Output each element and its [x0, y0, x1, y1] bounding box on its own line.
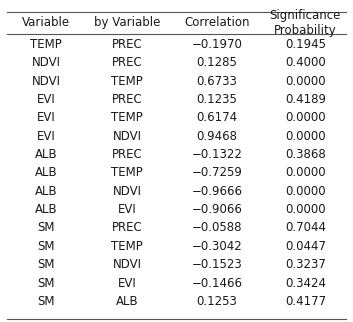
Text: 0.0000: 0.0000 — [285, 130, 326, 143]
Text: 0.0000: 0.0000 — [285, 111, 326, 124]
Text: 0.0447: 0.0447 — [285, 240, 326, 253]
Text: PREC: PREC — [112, 56, 143, 69]
Text: −0.1466: −0.1466 — [192, 277, 243, 289]
Text: 0.9468: 0.9468 — [197, 130, 238, 143]
Text: TEMP: TEMP — [111, 166, 143, 179]
Text: TEMP: TEMP — [30, 38, 62, 51]
Text: 0.0000: 0.0000 — [285, 185, 326, 198]
Text: −0.9666: −0.9666 — [192, 185, 243, 198]
Text: 0.4189: 0.4189 — [285, 93, 326, 106]
Text: −0.0588: −0.0588 — [192, 222, 243, 234]
Text: −0.1970: −0.1970 — [192, 38, 243, 51]
Text: SM: SM — [37, 222, 55, 234]
Text: NDVI: NDVI — [113, 130, 142, 143]
Text: NDVI: NDVI — [113, 185, 142, 198]
Text: NDVI: NDVI — [31, 75, 60, 88]
Text: 0.4177: 0.4177 — [285, 295, 326, 308]
Text: 0.4000: 0.4000 — [285, 56, 326, 69]
Text: NDVI: NDVI — [31, 56, 60, 69]
Text: TEMP: TEMP — [111, 75, 143, 88]
Text: 0.6174: 0.6174 — [197, 111, 238, 124]
Text: by Variable: by Variable — [94, 16, 160, 29]
Text: 0.3868: 0.3868 — [285, 148, 326, 161]
Text: 0.6733: 0.6733 — [197, 75, 238, 88]
Text: SM: SM — [37, 240, 55, 253]
Text: 0.0000: 0.0000 — [285, 203, 326, 216]
Text: −0.1523: −0.1523 — [192, 258, 243, 271]
Text: EVI: EVI — [118, 203, 137, 216]
Text: −0.7259: −0.7259 — [192, 166, 243, 179]
Text: 0.1945: 0.1945 — [285, 38, 326, 51]
Text: PREC: PREC — [112, 38, 143, 51]
Text: TEMP: TEMP — [111, 240, 143, 253]
Text: ALB: ALB — [35, 203, 57, 216]
Text: 0.1253: 0.1253 — [197, 295, 238, 308]
Text: SM: SM — [37, 277, 55, 289]
Text: 0.3424: 0.3424 — [285, 277, 326, 289]
Text: ALB: ALB — [35, 148, 57, 161]
Text: −0.1322: −0.1322 — [192, 148, 243, 161]
Text: PREC: PREC — [112, 93, 143, 106]
Text: PREC: PREC — [112, 222, 143, 234]
Text: TEMP: TEMP — [111, 111, 143, 124]
Text: Correlation: Correlation — [184, 16, 250, 29]
Text: 0.1235: 0.1235 — [197, 93, 238, 106]
Text: 0.7044: 0.7044 — [285, 222, 326, 234]
Text: ALB: ALB — [116, 295, 138, 308]
Text: EVI: EVI — [36, 93, 55, 106]
Text: Significance
Probability: Significance Probability — [270, 9, 341, 36]
Text: ALB: ALB — [35, 185, 57, 198]
Text: 0.1285: 0.1285 — [197, 56, 238, 69]
Text: EVI: EVI — [118, 277, 137, 289]
Text: 0.0000: 0.0000 — [285, 75, 326, 88]
Text: Variable: Variable — [22, 16, 70, 29]
Text: 0.3237: 0.3237 — [285, 258, 326, 271]
Text: EVI: EVI — [36, 130, 55, 143]
Text: PREC: PREC — [112, 148, 143, 161]
Text: ALB: ALB — [35, 166, 57, 179]
Text: EVI: EVI — [36, 111, 55, 124]
Text: −0.3042: −0.3042 — [192, 240, 243, 253]
Text: SM: SM — [37, 258, 55, 271]
Text: −0.9066: −0.9066 — [192, 203, 243, 216]
Text: SM: SM — [37, 295, 55, 308]
Text: NDVI: NDVI — [113, 258, 142, 271]
Text: 0.0000: 0.0000 — [285, 166, 326, 179]
